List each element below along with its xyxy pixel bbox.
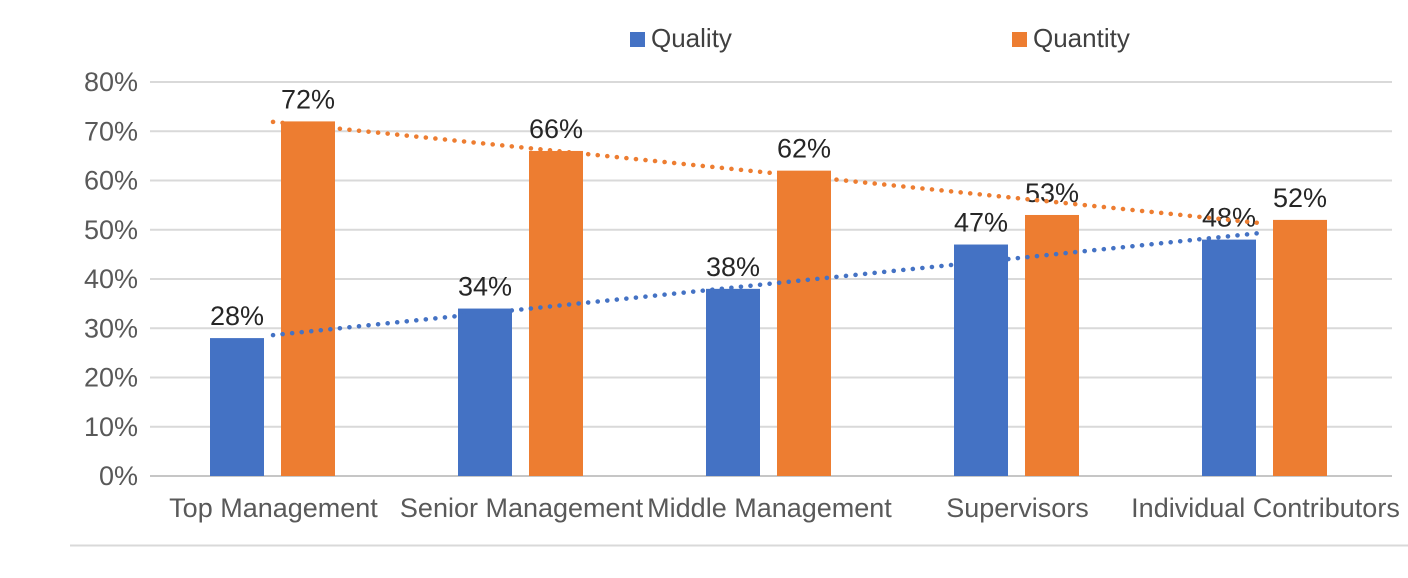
bar-quality-top-management [210, 338, 264, 476]
y-axis-tick-label: 30% [84, 313, 138, 343]
y-axis-tick-label: 80% [84, 67, 138, 97]
x-axis-category-label-individual-contributors: Individual Contributors [1131, 493, 1400, 523]
data-label-quality-middle-management: 38% [706, 252, 760, 282]
bar-quality-middle-management [706, 288, 760, 476]
bar-quantity-senior-management [529, 150, 583, 476]
trendline-quantity [270, 119, 1266, 226]
x-axis-category-label-top-management: Top Management [169, 493, 378, 523]
data-label-quantity-top-management: 72% [281, 84, 335, 114]
bar-quantity-top-management [281, 121, 335, 477]
data-label-quantity-individual-contributors: 52% [1273, 183, 1327, 213]
y-axis-tick-label: 60% [84, 166, 138, 196]
y-axis-tick-label: 50% [84, 215, 138, 245]
bar-quality-supervisors [954, 244, 1008, 476]
data-label-quality-supervisors: 47% [954, 208, 1008, 238]
y-axis-tick-label: 0% [99, 461, 138, 491]
legend-label-quantity: Quantity [1033, 23, 1130, 53]
bar-quantity-middle-management [777, 170, 831, 476]
bar-quantity-individual-contributors [1273, 219, 1327, 476]
y-axis-tick-label: 70% [84, 116, 138, 146]
x-axis-category-label-supervisors: Supervisors [946, 493, 1089, 523]
bar-quality-individual-contributors [1202, 239, 1256, 476]
data-label-quality-top-management: 28% [210, 301, 264, 331]
y-axis-tick-label: 10% [84, 412, 138, 442]
data-label-quality-senior-management: 34% [458, 272, 512, 302]
bar-quantity-supervisors [1025, 214, 1079, 476]
data-label-quantity-supervisors: 53% [1025, 178, 1079, 208]
data-label-quantity-middle-management: 62% [777, 134, 831, 164]
data-label-quantity-senior-management: 66% [529, 114, 583, 144]
legend-swatch-quantity [1012, 32, 1027, 47]
x-axis-category-label-middle-management: Middle Management [647, 493, 892, 523]
x-axis-category-label-senior-management: Senior Management [400, 493, 644, 523]
y-axis-tick-label: 20% [84, 363, 138, 393]
trendline-quality [270, 230, 1266, 338]
legend-swatch-quality [630, 32, 645, 47]
legend-label-quality: Quality [651, 23, 732, 53]
bar-quality-senior-management [458, 308, 512, 476]
y-axis-tick-label: 40% [84, 264, 138, 294]
